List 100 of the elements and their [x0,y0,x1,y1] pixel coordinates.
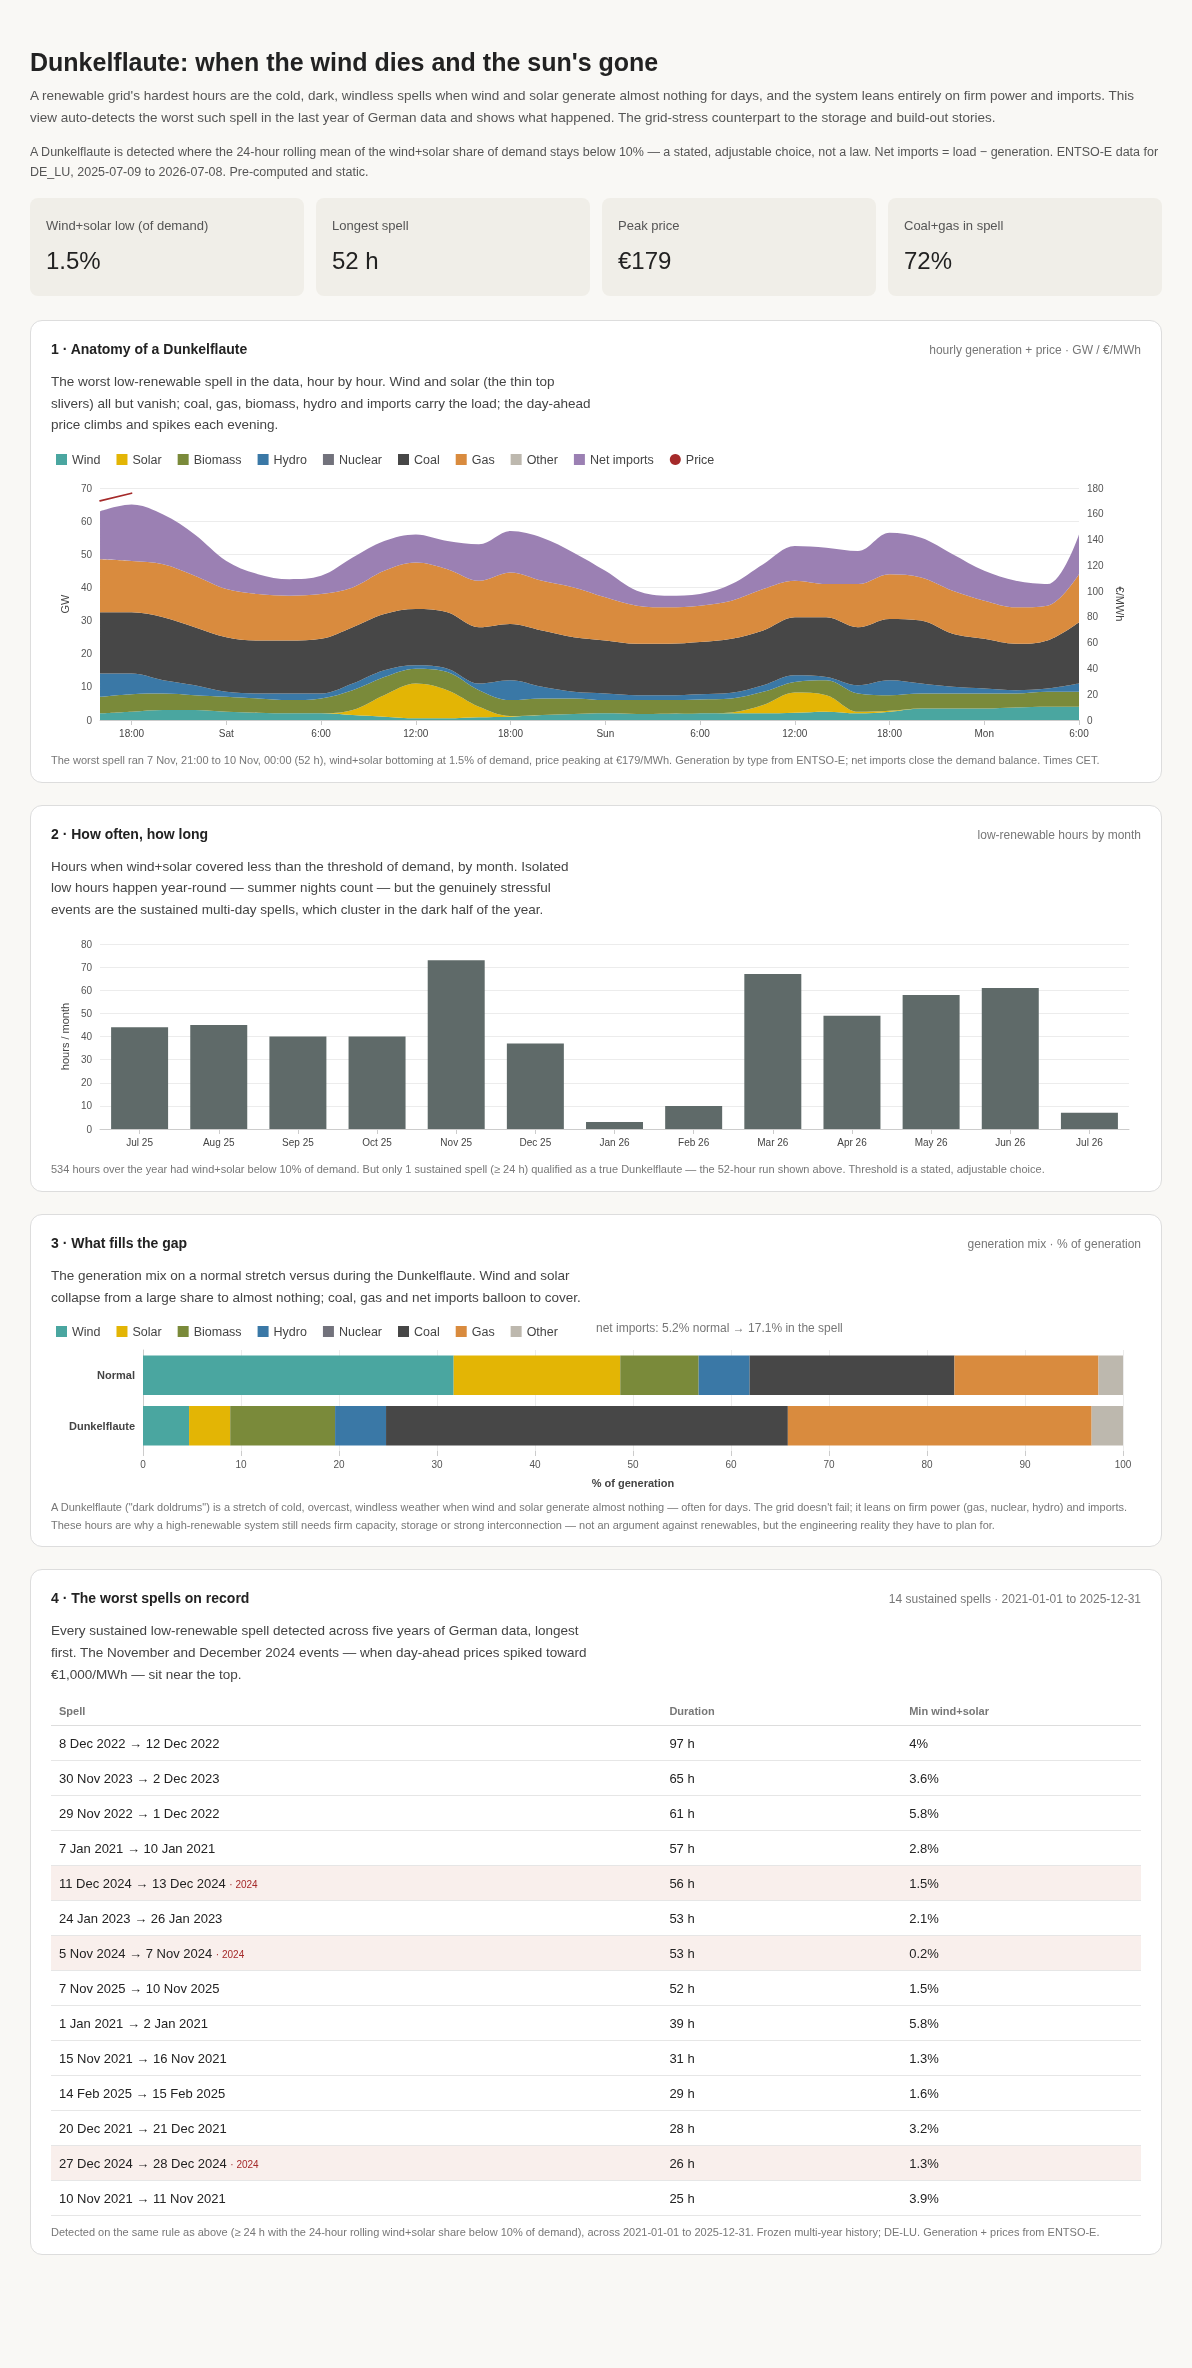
bar [230,1406,336,1446]
x-tick-label: 30 [431,1458,443,1470]
text: 72% [904,247,953,275]
chart-title: 3 · What fills the gap [51,1234,188,1251]
x-tick-label: 6:00 [690,727,711,739]
chart-subtitle: The worst low-renewable spell in the data, hour by hour. Wind and solar (the thin top slivers) all but vanish; coal, gas, biomass, hydro and imports carry the load; the day-ahead price climbs and spikes each evening. [51,373,591,435]
text: 56 h [669,1875,695,1891]
text: 97 h [669,1735,695,1751]
bar [749,1355,955,1396]
legend-label: Solar [132,1324,162,1339]
y-tick-label: 10 [80,681,93,693]
bar [823,1016,881,1130]
category-label: Peak price [618,218,681,234]
y2-tick-label: 80 [1087,611,1099,623]
x-tick-label: Jan 26 [599,1136,630,1148]
x-tick-label: 0 [140,1458,147,1470]
chart-title: 1 · Anatomy of a Dunkelflaute [51,341,248,358]
y2-tick-label: 100 [1087,585,1105,597]
text: 29 h [669,2085,695,2101]
text: 30 Nov 2023 → 2 Dec 2023 [59,1770,220,1786]
bar [506,1043,564,1130]
text: low-renewable hours by month [977,827,1141,842]
x-tick-label: 60 [725,1458,737,1470]
chart-subtitle: Hours when wind+solar covered less than the threshold of demand, by month. Isolated low hours happen year-round — summer nights count — but the genuinely stressful events are the sustained multi-day spells, which cluster in the dark half of the year. [51,857,570,919]
text: 15 Nov 2021 → 16 Nov 2021 [59,2050,227,2066]
y-tick-label: 40 [80,581,93,593]
text: 3.6% [909,1770,939,1786]
text: 31 h [669,2050,695,2066]
text: 0.2% [909,1945,939,1961]
y-tick-label: 60 [80,985,93,997]
x-tick-label: Sun [596,727,615,739]
x-tick-label: 6:00 [311,727,332,739]
text: 52 h [332,247,379,275]
chart-title: 2 · How often, how long [51,825,209,842]
legend-label: Nuclear [338,452,383,467]
bar [586,1122,644,1130]
text: · 2024 [230,2158,259,2170]
legend-label: Other [526,1324,558,1339]
text: 3.2% [909,2120,939,2136]
bar [427,960,485,1130]
text: 1 Jan 2021 → 2 Jan 2021 [59,2015,208,2031]
x-tick-label: Dec 25 [519,1136,552,1148]
text: 1.5% [909,1980,939,1996]
text: hourly generation + price · GW / €/MWh [929,343,1141,358]
text: 1.3% [909,2050,939,2066]
x-tick-label: Nov 25 [440,1136,473,1148]
bar [698,1355,750,1396]
legend-label: Solar [132,452,162,467]
bar [1091,1406,1123,1446]
y-axis-title: hours / month [58,1003,71,1071]
x-tick-label: Apr 26 [837,1136,868,1148]
bar [620,1355,699,1396]
x-tick-label: 90 [1019,1458,1031,1470]
y-tick-label: 50 [80,548,93,560]
text: · 2024 [229,1878,258,1890]
legend-label: Price [685,452,715,467]
x-tick-label: 12:00 [782,727,808,739]
text: A Dunkelflaute is detected where the 24-hour rolling mean of the wind+solar share of demand stays below 10% — a stated, adjustable choice, not a law. Net imports = load − generation. ENTSO-E data for DE_LU, 2025-07-09 to 2026-07-08. Pre-computed and static. [30,144,1160,182]
text: 5 Nov 2024 → 7 Nov 2024 [59,1945,213,1961]
legend-label: Hydro [273,1324,307,1339]
legend-label: Nuclear [338,1324,383,1339]
x-tick-label: Mon [974,727,994,739]
y-axis-title: GW [58,593,71,614]
y2-tick-label: 20 [1087,688,1099,700]
x-tick-label: 18:00 [877,727,903,739]
x-tick-label: 80 [921,1458,933,1470]
x-tick-label: Sat [218,727,235,739]
text: 14 sustained spells · 2021-01-01 to 2025-12-31 [888,1592,1141,1607]
bar [386,1406,788,1446]
text: 4 · The worst spells on record [51,1590,250,1607]
bar [453,1355,621,1396]
x-tick-label: 40 [529,1458,541,1470]
text: 8 Dec 2022 → 12 Dec 2022 [59,1735,220,1751]
bar [954,1355,1099,1396]
text: 25 h [669,2190,695,2206]
text: · 2024 [215,1948,245,1960]
bar [348,1036,406,1130]
y-tick-label: 30 [80,1054,93,1066]
y2-tick-label: 160 [1087,508,1105,520]
text: 7 Nov 2025 → 10 Nov 2025 [59,1980,220,1996]
text: 1.5% [46,247,101,275]
x-axis-title: % of generation [591,1476,675,1489]
text: 26 h [669,2155,695,2171]
bar [111,1027,169,1130]
y-tick-label: 10 [80,1100,93,1112]
y-tick-label: 50 [80,1008,93,1020]
legend-label: Coal [414,1324,440,1339]
text: 20 Dec 2021 → 21 Dec 2021 [59,2120,227,2136]
x-tick-label: 50 [627,1458,639,1470]
y-tick-label: 70 [80,961,93,973]
x-tick-label: 18:00 [498,727,524,739]
legend-label: Wind [72,452,101,467]
x-tick-label: Jul 25 [126,1136,154,1148]
bar [189,1406,231,1446]
legend-label: Net imports [589,452,654,467]
text: 4% [909,1735,928,1751]
bar [665,1106,723,1130]
y-tick-label: 70 [80,482,93,494]
y-tick-label: 0 [86,714,93,726]
text: 3.9% [909,2190,939,2206]
